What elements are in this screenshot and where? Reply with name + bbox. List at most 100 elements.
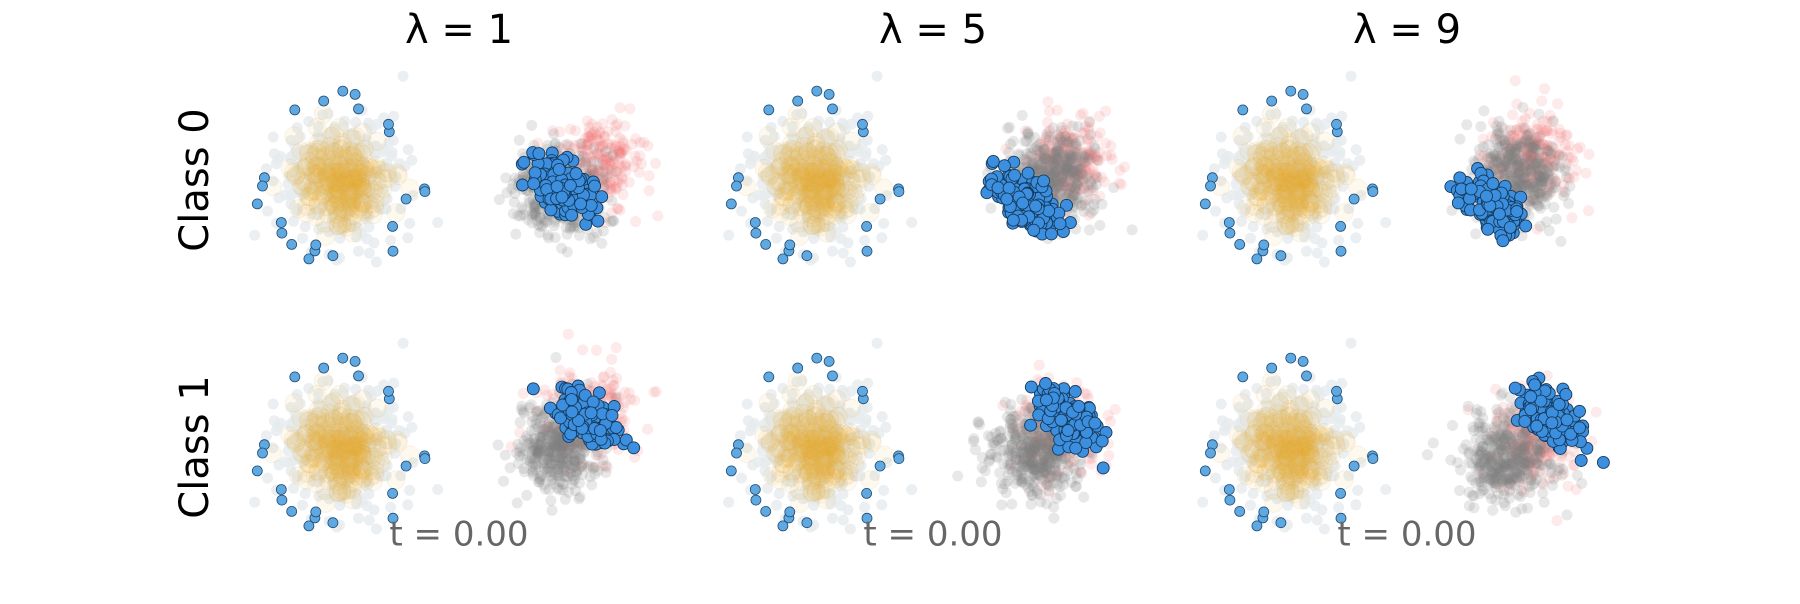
target-point bbox=[611, 203, 623, 214]
density-blob bbox=[346, 167, 366, 187]
target-point bbox=[547, 125, 558, 137]
density-blob bbox=[291, 142, 311, 161]
density-blob bbox=[370, 160, 390, 180]
reference-point bbox=[260, 163, 272, 175]
target-point bbox=[630, 133, 642, 145]
outlier-point bbox=[276, 227, 288, 239]
density-blob bbox=[330, 188, 350, 208]
target-point bbox=[569, 140, 581, 151]
density-blob bbox=[284, 126, 304, 146]
target-point bbox=[1051, 104, 1063, 116]
target-point bbox=[591, 132, 603, 144]
target-point bbox=[601, 169, 613, 181]
reference-point bbox=[363, 117, 374, 129]
density-blob bbox=[343, 170, 363, 190]
reference-point bbox=[1380, 217, 1392, 228]
outlier-point bbox=[387, 487, 399, 499]
outlier-point bbox=[1223, 217, 1235, 228]
density-blob bbox=[325, 168, 345, 187]
density-blob bbox=[341, 160, 361, 180]
source-point bbox=[1505, 124, 1516, 136]
reference-points bbox=[249, 70, 444, 268]
reference-point bbox=[1220, 153, 1232, 165]
density-blob bbox=[323, 193, 342, 213]
reference-point bbox=[370, 256, 382, 268]
source-point bbox=[1108, 182, 1120, 193]
density-blob bbox=[298, 454, 318, 474]
scatter-panels bbox=[249, 70, 1610, 535]
density-blob bbox=[304, 165, 324, 185]
density-blob bbox=[308, 157, 327, 177]
transported-point bbox=[565, 208, 579, 222]
density-blob bbox=[309, 167, 329, 187]
density-blob bbox=[326, 462, 346, 482]
density-blob bbox=[286, 166, 306, 186]
target-point bbox=[598, 181, 610, 193]
reference-point bbox=[267, 175, 279, 187]
density-blob bbox=[363, 160, 383, 180]
transported-point bbox=[1464, 182, 1478, 196]
reference-point bbox=[387, 134, 399, 146]
density-blob bbox=[341, 129, 361, 149]
density-blob bbox=[363, 180, 383, 200]
density-blob bbox=[345, 153, 365, 173]
density-blob bbox=[332, 161, 352, 181]
density-blob bbox=[351, 142, 371, 162]
transported-point bbox=[1496, 234, 1510, 248]
reference-point bbox=[328, 147, 340, 159]
density-blob bbox=[325, 143, 344, 162]
density-blob bbox=[333, 146, 353, 166]
target-point bbox=[612, 174, 624, 186]
source-point bbox=[1559, 186, 1571, 198]
reference-point bbox=[362, 171, 374, 183]
density-blob bbox=[326, 172, 346, 192]
target-point bbox=[597, 118, 609, 130]
density-blob bbox=[311, 187, 331, 206]
source-point bbox=[1470, 228, 1482, 240]
density-blob bbox=[332, 174, 352, 194]
density-blob bbox=[359, 194, 379, 214]
outlier-point bbox=[893, 186, 905, 198]
target-point bbox=[596, 149, 608, 161]
reference-point bbox=[353, 245, 364, 257]
target-point bbox=[616, 146, 628, 158]
density-blob bbox=[350, 173, 370, 193]
reference-point bbox=[432, 484, 444, 495]
target-point bbox=[554, 126, 566, 138]
target-point bbox=[601, 152, 613, 163]
outlier-point bbox=[303, 253, 315, 265]
density-blob bbox=[306, 207, 326, 227]
source-point bbox=[1016, 109, 1028, 121]
outlier-point bbox=[1285, 85, 1297, 97]
source-point bbox=[548, 128, 560, 140]
density-blob bbox=[352, 202, 372, 222]
reference-point bbox=[842, 237, 854, 249]
transported-point bbox=[1002, 181, 1016, 195]
outlier-point bbox=[318, 362, 330, 374]
source-point bbox=[1525, 178, 1537, 190]
density-blob bbox=[335, 171, 355, 191]
reference-point bbox=[844, 256, 856, 268]
source-point bbox=[516, 201, 528, 213]
density-blob bbox=[1302, 139, 1322, 159]
outlier-point bbox=[857, 118, 868, 130]
target-point bbox=[583, 121, 595, 133]
reference-point bbox=[397, 70, 409, 82]
density-blob bbox=[317, 197, 337, 217]
density-blob bbox=[1232, 126, 1252, 146]
outlier-point bbox=[861, 245, 873, 257]
reference-point bbox=[358, 142, 370, 154]
density-blob bbox=[330, 181, 350, 201]
target-point bbox=[590, 129, 602, 141]
density-blob bbox=[342, 223, 362, 243]
target-point bbox=[584, 132, 596, 143]
outlier-point bbox=[1237, 104, 1249, 116]
target-point bbox=[608, 175, 620, 187]
density-blob bbox=[291, 176, 311, 196]
reference-point bbox=[402, 144, 414, 156]
density-blob bbox=[307, 156, 327, 175]
density-blob bbox=[787, 104, 807, 124]
target-point bbox=[587, 165, 599, 177]
target-point bbox=[591, 121, 603, 133]
source-point bbox=[985, 202, 997, 214]
